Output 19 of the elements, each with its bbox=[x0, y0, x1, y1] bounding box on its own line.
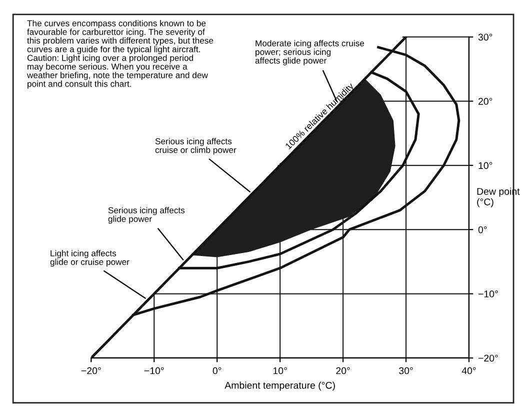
y-tick-label: 0° bbox=[478, 226, 487, 234]
x-axis-title: Ambient temperature (°C) bbox=[224, 382, 335, 391]
y-tick-label: 20° bbox=[478, 98, 492, 105]
annotation: The curves encompass conditions known to be favourable for carburettor icing. The severity of this problem varies with different types, but these curves are a guide for the typical light aircraft. Caution: Light icing over a prolonged period may become serious. When you receive a weather briefing, note the temperature and dew point and consult this chart. bbox=[26, 20, 214, 89]
y-tick-label: −20° bbox=[478, 354, 498, 362]
x-tick-label: 40° bbox=[462, 367, 476, 374]
annotation: Serious icing affects glide power bbox=[108, 207, 185, 224]
x-tick-label: 20° bbox=[336, 367, 350, 374]
x-tick-label: −20° bbox=[81, 367, 101, 374]
x-tick-label: 10° bbox=[273, 367, 287, 374]
annotation: Light icing affects glide or cruise power bbox=[50, 250, 130, 267]
y-tick-label: 10° bbox=[478, 162, 492, 170]
y-tick-label: −10° bbox=[478, 290, 498, 298]
annotation: Moderate icing affects cruise power; serious icing affects glide power bbox=[255, 40, 364, 66]
x-tick-label: −10° bbox=[144, 367, 164, 374]
y-tick-label: 30° bbox=[478, 34, 492, 41]
x-tick-label: 0° bbox=[212, 367, 222, 374]
x-tick-label: 30° bbox=[399, 367, 413, 374]
annotation: Serious icing affects cruise or climb power bbox=[155, 138, 236, 155]
